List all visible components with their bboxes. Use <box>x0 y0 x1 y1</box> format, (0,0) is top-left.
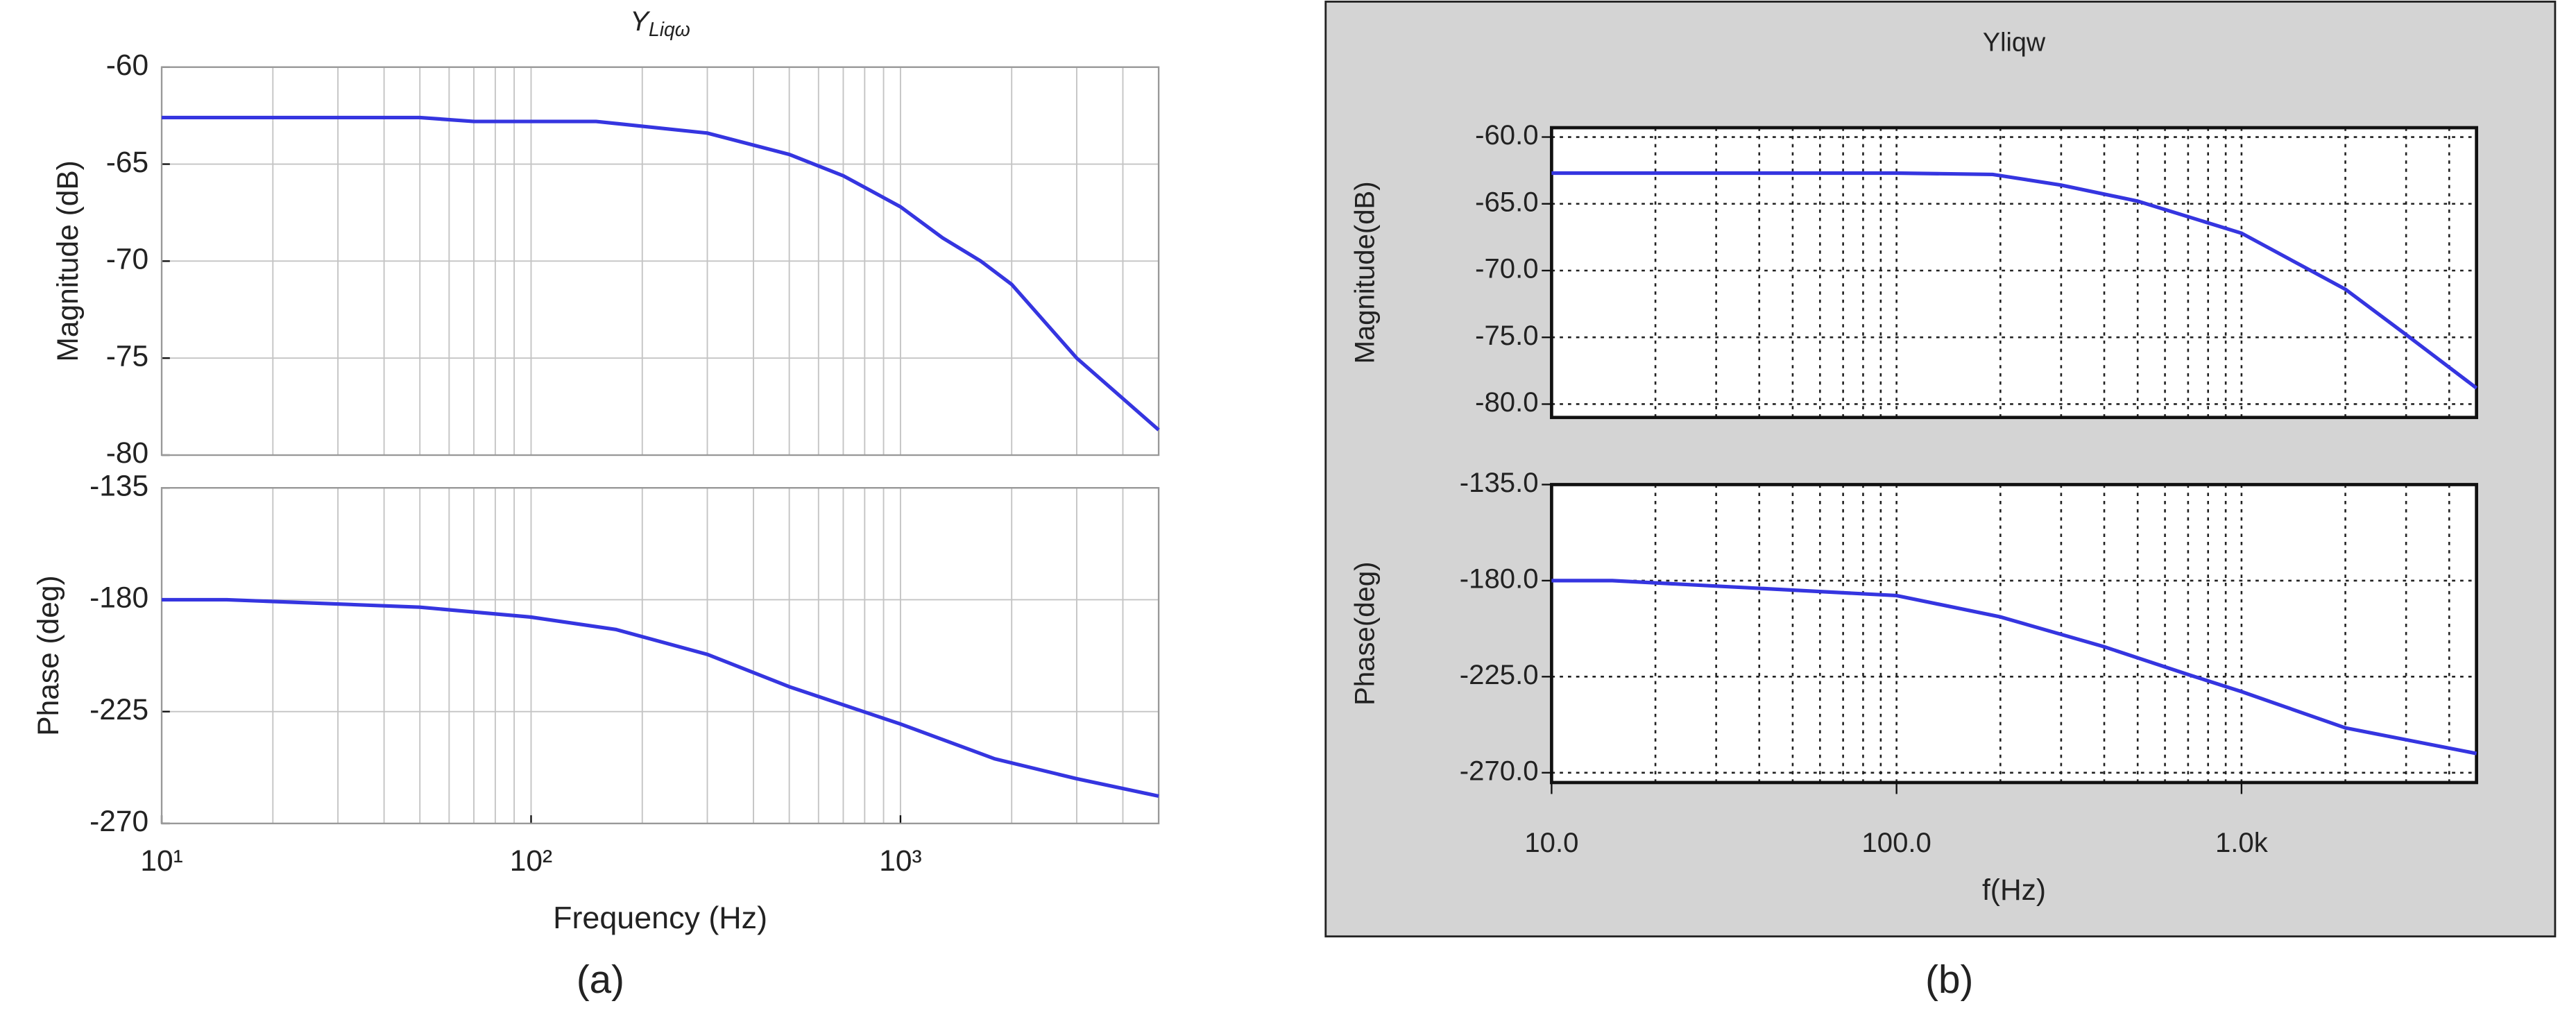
line-series <box>162 115 1160 432</box>
y-tick-label: -135.0 <box>1460 468 1539 498</box>
chart-title: YLiqω <box>630 6 690 41</box>
x-tick-label: 1.0k <box>2215 828 2269 858</box>
x-axis-label: f(Hz) <box>1982 873 2046 906</box>
y-tick-label: -180.0 <box>1460 563 1539 594</box>
plot-frame <box>160 487 1160 825</box>
line-series <box>1551 579 2477 756</box>
x-tick-label: 10³ <box>879 844 921 877</box>
caption: (a) <box>577 958 624 1002</box>
y-tick-label: -80 <box>106 436 148 469</box>
y-tick-label: -135 <box>89 469 148 502</box>
y-tick-label: -75 <box>106 339 148 372</box>
plot-area <box>162 488 1159 824</box>
y-axis-label: Magnitude(dB) <box>1349 181 1380 364</box>
y-tick-label: -270.0 <box>1460 756 1539 786</box>
x-axis-label: Frequency (Hz) <box>553 900 767 935</box>
y-tick-label: -65.0 <box>1475 187 1538 217</box>
line-series <box>1551 171 2478 390</box>
y-tick-label: -60 <box>106 49 148 81</box>
y-tick-label: -70.0 <box>1475 254 1538 284</box>
line-series <box>162 597 1159 799</box>
chart-title: Yliqw <box>1983 28 2046 57</box>
x-tick-label: 10¹ <box>140 844 182 877</box>
y-axis-label: Magnitude (dB) <box>51 160 84 361</box>
y-tick-label: -65 <box>106 146 148 178</box>
x-tick-label: 10² <box>510 844 552 877</box>
y-tick-label: -270 <box>89 805 148 837</box>
plot-frame <box>1550 483 2478 785</box>
plot-frame <box>160 66 1160 457</box>
y-tick-label: -225 <box>89 693 148 726</box>
y-axis-label: Phase(deg) <box>1349 562 1380 706</box>
y-tick-label: -80.0 <box>1475 387 1538 418</box>
y-tick-label: -60.0 <box>1475 120 1538 151</box>
y-tick-label: -70 <box>106 243 148 275</box>
y-tick-label: -180 <box>89 581 148 614</box>
title-subscript: Liqω <box>649 18 690 40</box>
y-axis-label: Phase (deg) <box>32 575 65 735</box>
title-main: Y <box>630 6 651 37</box>
x-tick-label: 100.0 <box>1861 828 1931 858</box>
y-tick-label: -225.0 <box>1460 660 1539 690</box>
plot-area <box>1551 484 2477 783</box>
plot-area <box>1551 128 2477 418</box>
x-tick-label: 10.0 <box>1524 828 1578 858</box>
y-tick-label: -75.0 <box>1475 321 1538 351</box>
caption: (b) <box>1925 958 1973 1002</box>
plot-frame <box>1550 126 2478 420</box>
